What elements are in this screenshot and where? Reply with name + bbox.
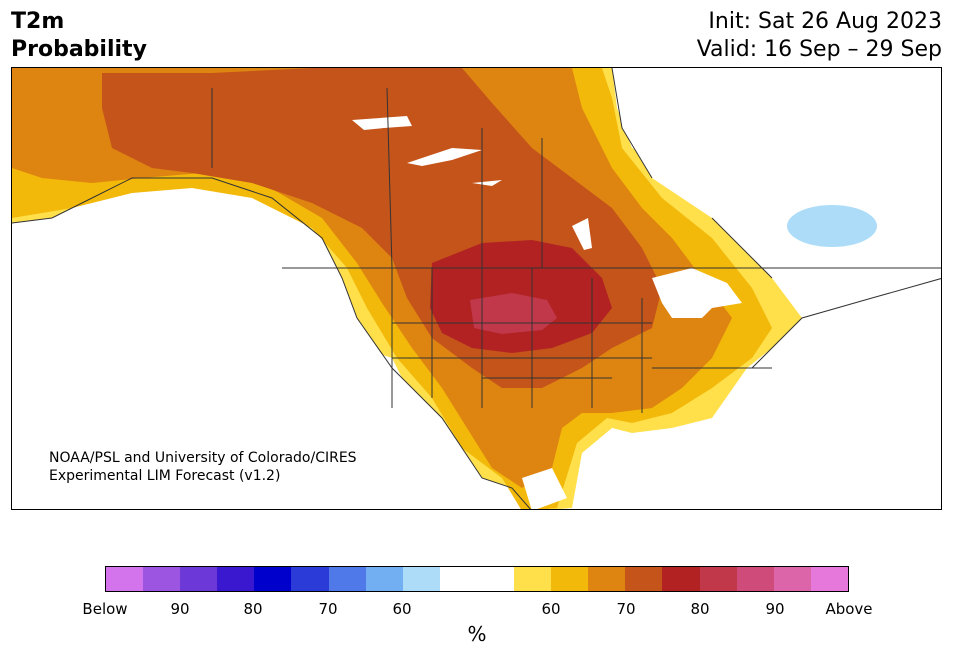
lake — [572, 218, 592, 250]
colorbar-segment — [476, 567, 515, 591]
colorbar-segment — [551, 567, 589, 591]
credit-line-1: NOAA/PSL and University of Colorado/CIRE… — [49, 450, 357, 466]
colorbar-segment — [736, 567, 774, 591]
tick-label: 90 — [170, 600, 190, 618]
forecast-dates: Init: Sat 26 Aug 2023 Valid: 16 Sep – 29… — [697, 8, 942, 64]
pacific-gap — [362, 348, 432, 468]
colorbar-segment — [402, 567, 440, 591]
colorbar-segment — [291, 567, 329, 591]
political-boundaries — [12, 68, 941, 509]
map-title: T2m Probability — [11, 8, 147, 64]
tick-label: 60 — [392, 600, 412, 618]
colorbar-segment — [365, 567, 403, 591]
title-line-1: T2m — [11, 9, 65, 34]
credit-line-2: Experimental LIM Forecast (v1.2) — [49, 468, 281, 484]
probability-map — [11, 67, 942, 510]
credit-text: NOAA/PSL and University of Colorado/CIRE… — [49, 449, 357, 485]
colorbar — [105, 566, 849, 592]
tick-label: 80 — [690, 600, 710, 618]
colorbar-segment — [773, 567, 811, 591]
lake — [352, 116, 412, 130]
colorbar-segment — [439, 567, 477, 591]
colorbar-segment — [810, 567, 848, 591]
colorbar-segment — [699, 567, 737, 591]
colorbar-segment — [514, 567, 552, 591]
map-canvas — [12, 68, 941, 509]
tick-label: Above — [825, 600, 873, 618]
near-normal-region — [612, 68, 941, 509]
tick-label: Below — [82, 600, 128, 618]
below-normal-area — [787, 205, 877, 247]
lake — [407, 148, 482, 166]
tick-label: 80 — [243, 600, 263, 618]
lake — [472, 180, 502, 186]
tick-label: 90 — [765, 600, 785, 618]
band-above — [470, 293, 557, 334]
tick-label: 70 — [318, 600, 338, 618]
tick-label: 60 — [541, 600, 561, 618]
colorbar-unit: % — [467, 622, 487, 646]
colorbar-segment — [588, 567, 626, 591]
mexico-gap — [522, 468, 567, 509]
colorbar-segment — [106, 567, 144, 591]
colorbar-segment — [254, 567, 292, 591]
colorbar-segment — [625, 567, 663, 591]
colorbar-segment — [328, 567, 366, 591]
colorbar-segment — [143, 567, 181, 591]
title-line-2: Probability — [11, 37, 147, 62]
colorbar-segment — [217, 567, 255, 591]
colorbar-segment — [180, 567, 218, 591]
great-lakes — [652, 268, 742, 318]
valid-dates: Valid: 16 Sep – 29 Sep — [696, 37, 942, 62]
tick-label: 70 — [616, 600, 636, 618]
colorbar-segment — [662, 567, 700, 591]
init-date: Init: Sat 26 Aug 2023 — [708, 9, 942, 34]
